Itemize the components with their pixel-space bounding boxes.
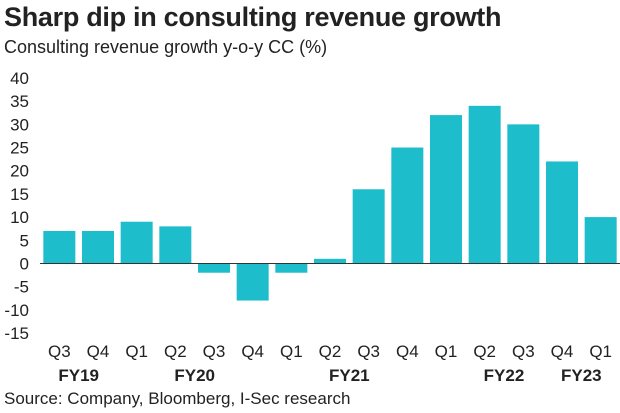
bar bbox=[159, 226, 192, 264]
x-tick-label: Q1 bbox=[589, 342, 612, 361]
bar bbox=[391, 147, 424, 264]
y-tick-label: 30 bbox=[10, 115, 29, 134]
fiscal-year-label: FY21 bbox=[329, 366, 370, 385]
x-tick-label: Q1 bbox=[435, 342, 458, 361]
x-axis-ticks: Q3 Q4 Q1 Q2 Q3 Q4 Q1 Q2 Q3 Q4 Q1 Q2 Q3 Q4 Q1 bbox=[48, 342, 612, 361]
y-tick-label: 10 bbox=[10, 208, 29, 227]
y-axis-ticks: 40 35 30 25 20 15 10 5 0 -5 -10 -15 bbox=[4, 69, 29, 343]
bars bbox=[43, 105, 617, 301]
bar bbox=[546, 161, 578, 264]
bar bbox=[236, 263, 269, 301]
x-tick-label: Q3 bbox=[357, 342, 380, 361]
x-tick-label: Q4 bbox=[241, 342, 264, 361]
bar bbox=[584, 217, 617, 264]
bar bbox=[198, 263, 230, 273]
bar bbox=[43, 231, 76, 264]
y-tick-label: -10 bbox=[4, 301, 29, 320]
y-tick-label: 35 bbox=[10, 92, 29, 111]
x-tick-label: Q3 bbox=[203, 342, 226, 361]
fiscal-year-label: FY22 bbox=[484, 366, 525, 385]
x-tick-label: Q4 bbox=[551, 342, 574, 361]
x-tick-label: Q4 bbox=[87, 342, 110, 361]
bar bbox=[468, 105, 501, 264]
y-tick-label: -15 bbox=[4, 324, 29, 343]
chart-title: Sharp dip in consulting revenue growth bbox=[4, 2, 502, 32]
x-tick-label: Q3 bbox=[512, 342, 535, 361]
bar bbox=[352, 189, 385, 264]
fiscal-year-label: FY20 bbox=[174, 366, 215, 385]
x-tick-label: Q1 bbox=[125, 342, 148, 361]
y-tick-label: 20 bbox=[10, 162, 29, 181]
y-tick-label: 15 bbox=[10, 185, 29, 204]
bar bbox=[275, 263, 308, 273]
x-tick-label: Q2 bbox=[473, 342, 496, 361]
x-tick-label: Q2 bbox=[164, 342, 187, 361]
bar bbox=[120, 221, 153, 264]
fiscal-year-label: FY23 bbox=[561, 366, 602, 385]
x-tick-label: Q4 bbox=[396, 342, 419, 361]
y-tick-label: 40 bbox=[10, 69, 29, 88]
source-note: Source: Company, Bloomberg, I-Sec resear… bbox=[4, 389, 351, 408]
fiscal-year-labels: FY19 FY20 FY21 FY22 FY23 bbox=[58, 366, 601, 385]
x-tick-label: Q3 bbox=[48, 342, 71, 361]
y-tick-label: 5 bbox=[20, 231, 29, 250]
bar bbox=[430, 115, 462, 264]
y-tick-label: 25 bbox=[10, 139, 29, 158]
y-tick-label: -5 bbox=[14, 278, 29, 297]
chart-subtitle: Consulting revenue growth y-o-y CC (%) bbox=[4, 37, 328, 57]
x-tick-label: Q2 bbox=[319, 342, 342, 361]
y-tick-label: 0 bbox=[20, 254, 29, 273]
x-tick-label: Q1 bbox=[280, 342, 303, 361]
bar bbox=[507, 124, 540, 264]
bar bbox=[314, 258, 346, 264]
fiscal-year-label: FY19 bbox=[58, 366, 99, 385]
bar bbox=[82, 231, 114, 264]
